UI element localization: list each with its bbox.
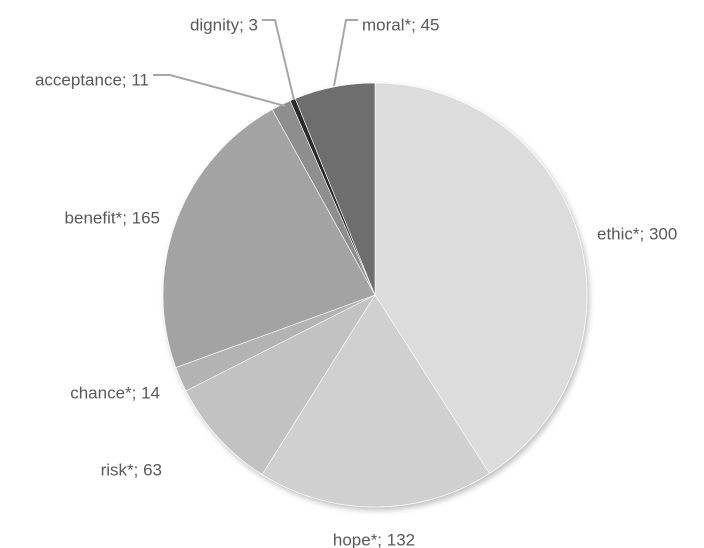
data-label-acceptance: acceptance; 11 <box>35 70 149 89</box>
pie-slice-risk <box>185 294 376 475</box>
leader-line-moral <box>333 19 358 87</box>
pie-slice-benefit <box>162 109 376 368</box>
leader-line-dignity <box>262 19 295 101</box>
leader-line-acceptance <box>153 74 286 107</box>
data-labels: ethic*; 300 hope*; 132 risk*; 63 chance*; 1… <box>35 15 677 548</box>
data-label-chance: chance*; 14 <box>70 383 160 402</box>
data-label-benefit: benefit*; 165 <box>65 208 160 227</box>
pie-slice-hope <box>261 294 490 508</box>
data-label-risk: risk*; 63 <box>101 460 162 479</box>
data-label-moral: moral*; 45 <box>362 15 439 34</box>
pie-slices <box>162 82 588 508</box>
data-label-ethic: ethic*; 300 <box>597 224 677 243</box>
pie-slice-ethic <box>374 82 588 474</box>
data-label-dignity: dignity; 3 <box>190 15 258 34</box>
data-label-hope: hope*; 132 <box>333 530 415 548</box>
pie-slice-moral <box>294 82 376 296</box>
leader-lines <box>153 19 358 107</box>
